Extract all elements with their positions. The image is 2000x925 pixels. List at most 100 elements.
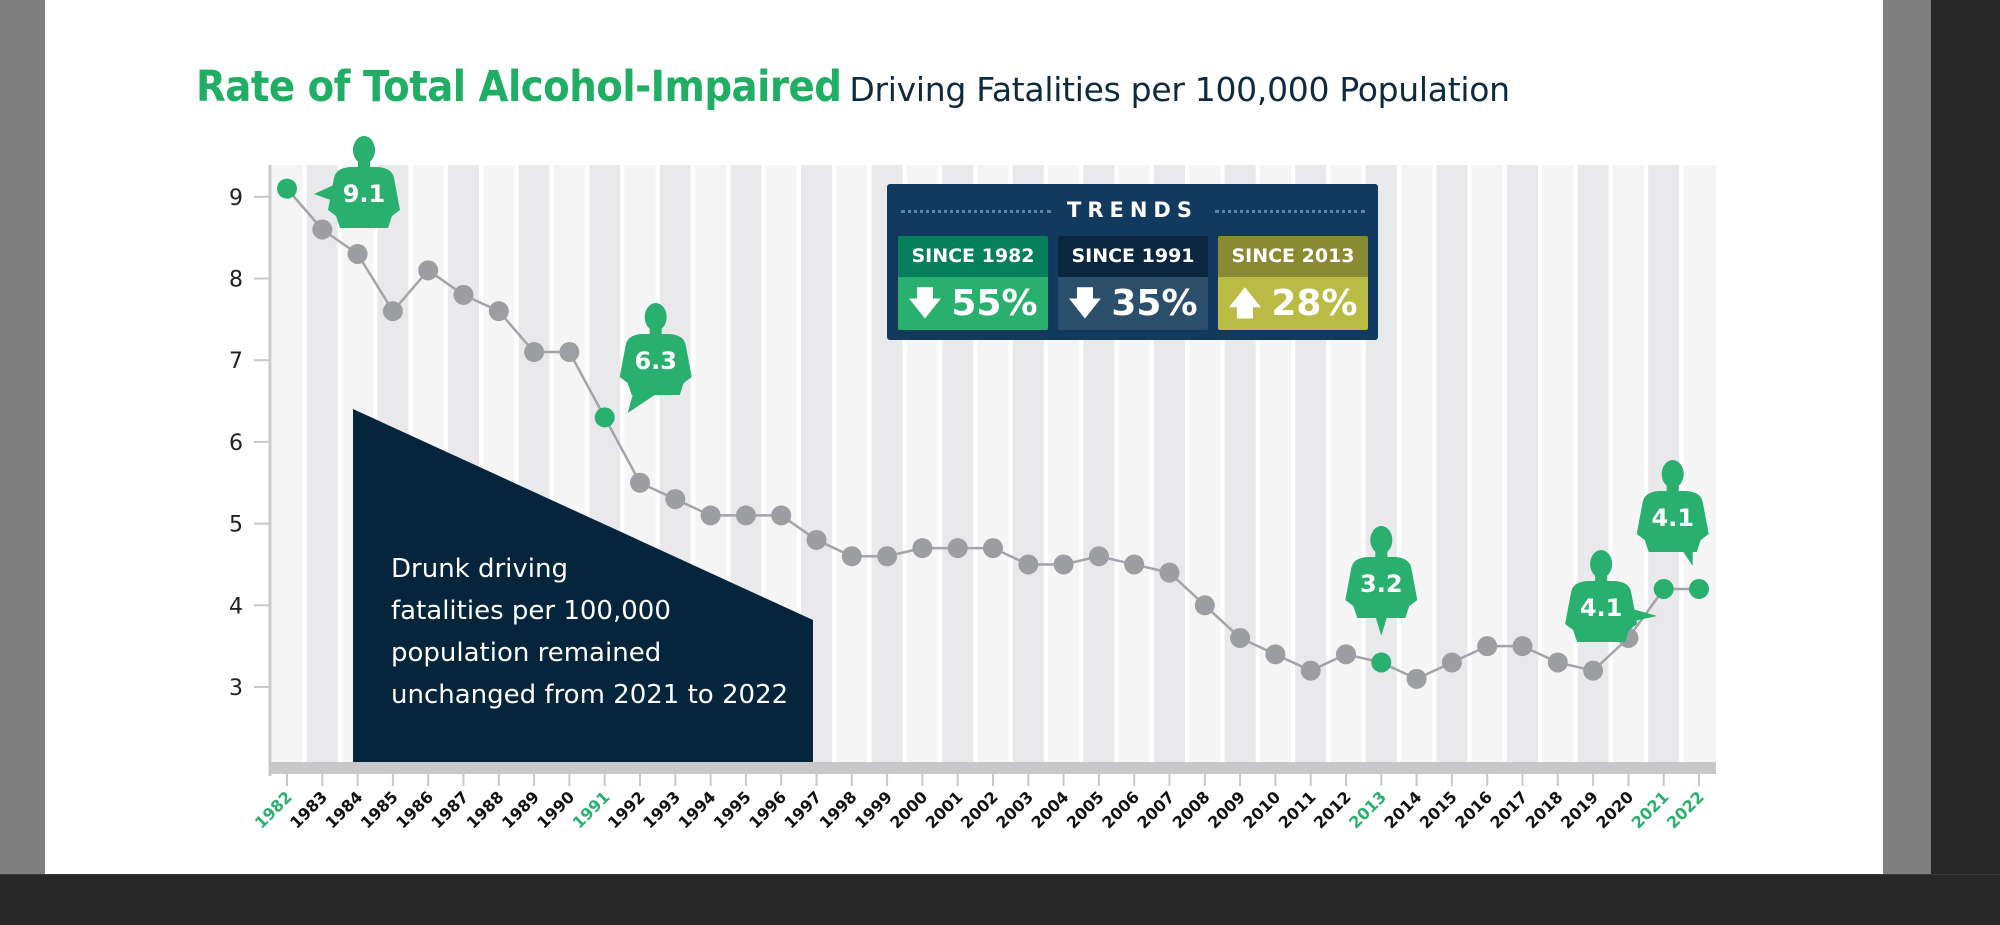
data-point: [1300, 660, 1321, 681]
data-point: [912, 538, 933, 559]
data-point: [735, 505, 756, 526]
data-point: [1441, 652, 1462, 673]
trend-value-box: 🡅 28%: [1218, 277, 1368, 330]
x-tick-label: 1992: [604, 787, 649, 832]
bottom-window-edge: [0, 874, 2000, 925]
data-point: [1265, 644, 1286, 665]
callout-head-icon: [1590, 550, 1613, 578]
year-stripe: [1507, 165, 1538, 762]
x-tick-label: 2015: [1416, 787, 1461, 832]
data-point: [312, 219, 333, 240]
year-stripe: [1471, 165, 1503, 762]
x-tick-label: 2007: [1133, 787, 1178, 832]
x-tick-label: 1987: [427, 787, 472, 832]
trend-card-since-1982: SINCE 1982 🡇 55%: [898, 236, 1048, 330]
data-point: [1547, 652, 1568, 673]
x-tick-label: 1999: [851, 787, 896, 832]
data-point: [1512, 636, 1533, 657]
y-tick-label: 4: [229, 594, 243, 619]
x-tick-label: 2008: [1169, 787, 1214, 832]
x-tick-label: 2011: [1275, 787, 1320, 832]
trend-value-box: 🡇 55%: [898, 277, 1048, 330]
data-point: [347, 243, 368, 264]
callout-value: 4.1: [1651, 504, 1694, 532]
trends-divider-left: [901, 210, 1051, 213]
x-tick-label: 2002: [957, 787, 1002, 832]
callout: 4.1: [1636, 460, 1709, 566]
data-point: [1230, 627, 1251, 648]
annotation-line: population remained: [391, 638, 662, 668]
chart-title: Rate of Total Alcohol-Impaired Driving Fa…: [196, 62, 1510, 112]
callout: 9.1: [314, 136, 400, 228]
y-tick-label: 7: [229, 349, 243, 374]
callout-pointer-icon: [1375, 616, 1388, 636]
callout-head-icon: [1370, 526, 1393, 554]
data-point: [700, 505, 721, 526]
x-tick-label: 1983: [286, 787, 331, 832]
year-stripe: [272, 165, 303, 762]
x-tick-label: 2009: [1204, 787, 1249, 832]
x-tick-label: 2017: [1486, 787, 1531, 832]
data-point-highlight: [277, 178, 297, 199]
data-point: [1194, 595, 1215, 616]
y-tick-label: 8: [229, 268, 243, 293]
x-axis-band: [269, 762, 1716, 774]
callout-value: 3.2: [1360, 570, 1403, 598]
x-tick-label: 2016: [1451, 787, 1496, 832]
chart-title-rest: Driving Fatalities per 100,000 Populatio…: [849, 70, 1510, 109]
right-window-edge: [1931, 0, 2000, 874]
x-tick-label: 2018: [1522, 787, 1567, 832]
x-tick-label: 2010: [1239, 787, 1284, 832]
trend-label: SINCE 1991: [1058, 236, 1208, 277]
x-tick-label: 1988: [463, 787, 508, 832]
x-tick-label: 2003: [992, 787, 1037, 832]
x-tick-label: 1996: [745, 787, 790, 832]
annotation-text: Drunk driving fatalities per 100,000 pop…: [391, 548, 788, 716]
x-tick-label: 1985: [357, 787, 402, 832]
annotation-line: fatalities per 100,000: [391, 596, 671, 626]
x-tick-label: 2012: [1310, 787, 1355, 832]
trend-card-since-1991: SINCE 1991 🡇 35%: [1058, 236, 1208, 330]
data-point: [559, 342, 580, 363]
chart-title-highlight: Rate of Total Alcohol-Impaired: [196, 62, 842, 112]
callout-value: 9.1: [343, 180, 386, 208]
data-point: [771, 505, 792, 526]
callout-head-icon: [644, 303, 667, 331]
x-tick-label: 1998: [816, 787, 861, 832]
arrow-down-icon: 🡇: [1068, 284, 1102, 322]
x-tick-label: 1986: [392, 787, 437, 832]
x-tick-label: 2022: [1663, 787, 1708, 832]
x-tick-label: 1993: [639, 787, 684, 832]
x-tick-label: 1982: [251, 787, 296, 832]
trends-divider-right: [1215, 210, 1365, 213]
callout: 4.1: [1565, 550, 1658, 642]
callout-value: 6.3: [634, 347, 677, 375]
callout-neck: [649, 327, 662, 337]
data-point: [630, 472, 650, 493]
x-tick-label: 2013: [1345, 787, 1390, 832]
scrollbar-track[interactable]: [1883, 0, 1931, 874]
x-tick-label: 2006: [1098, 787, 1143, 832]
data-point: [1477, 636, 1498, 657]
data-point-highlight: [1371, 652, 1392, 673]
arrow-up-icon: 🡅: [1228, 284, 1262, 322]
data-point: [877, 546, 898, 567]
year-stripe: [306, 165, 338, 762]
annotation-line: unchanged from 2021 to 2022: [391, 680, 789, 710]
data-point: [418, 260, 439, 281]
x-tick-label: 2021: [1628, 787, 1673, 832]
x-tick-label: 2001: [922, 787, 967, 832]
data-point: [1159, 562, 1180, 583]
trend-value: 55%: [951, 283, 1038, 324]
callout-pointer-icon: [627, 391, 658, 413]
data-point: [947, 538, 968, 559]
callout-pointer-icon: [1629, 608, 1658, 622]
x-tick-label: 2005: [1063, 787, 1108, 832]
year-stripe: [1612, 165, 1644, 762]
data-point: [1018, 554, 1039, 575]
data-point: [841, 546, 862, 567]
trends-title: TRENDS: [1067, 198, 1198, 222]
arrow-down-icon: 🡇: [908, 284, 942, 322]
series-points: [277, 178, 1709, 689]
